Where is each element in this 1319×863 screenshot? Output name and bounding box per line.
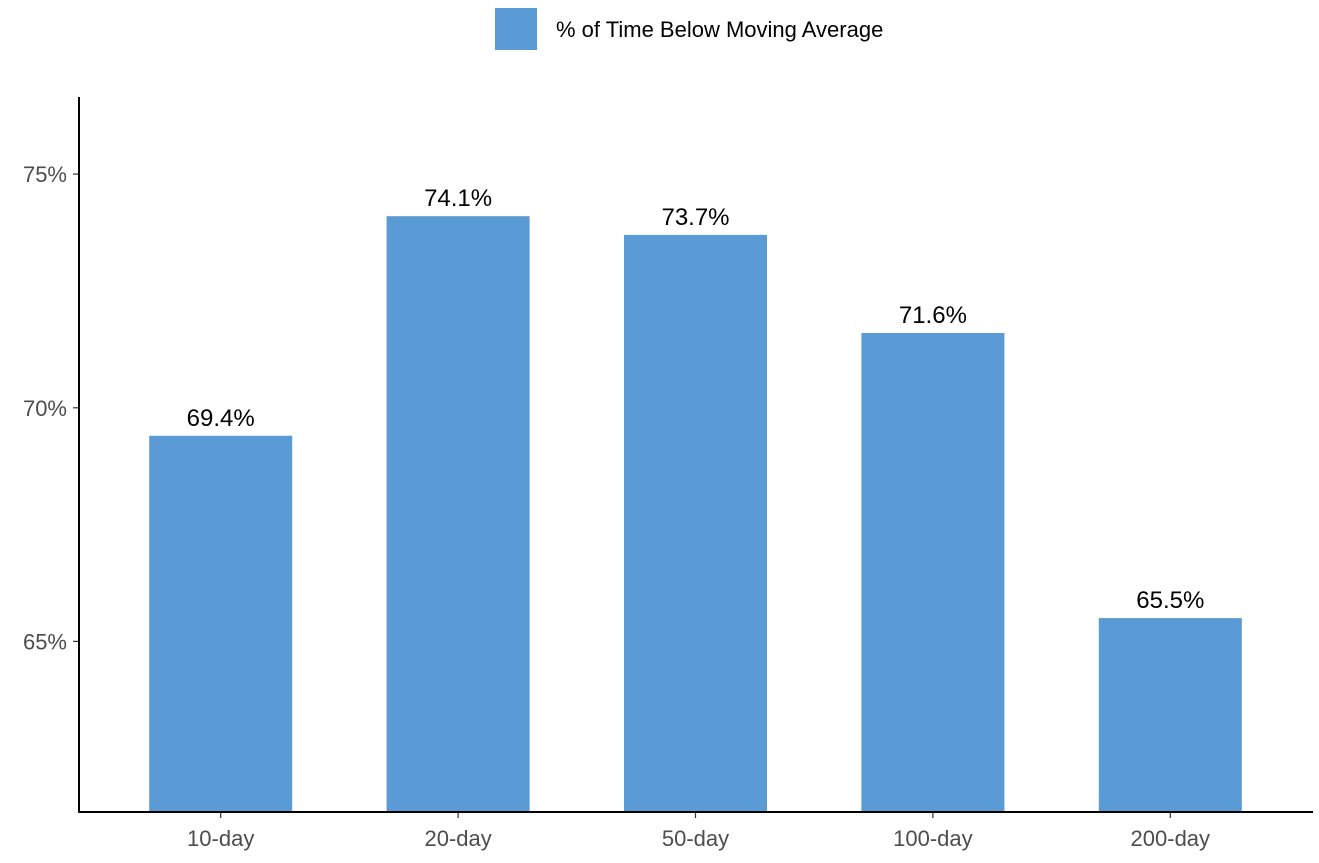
bar [1098, 618, 1242, 812]
x-tick-label: 10-day [187, 826, 254, 851]
y-tick-label: 75% [23, 162, 67, 187]
x-tick-label: 200-day [1131, 826, 1211, 851]
legend: % of Time Below Moving Average [495, 8, 883, 50]
bar [149, 435, 293, 812]
bar [624, 234, 767, 812]
y-tick-label: 65% [23, 629, 67, 654]
data-label: 71.6% [899, 302, 967, 329]
data-label: 65.5% [1136, 587, 1204, 614]
legend-swatch [495, 8, 537, 50]
x-tick-label: 50-day [662, 826, 729, 851]
data-label: 69.4% [187, 405, 255, 432]
legend-label: % of Time Below Moving Average [556, 17, 883, 42]
plot-area: 69.4% 10-day 74.1% 20-day 73.7% 50-day 71.6% 10… [23, 97, 1313, 851]
x-tick-label: 20-day [424, 826, 491, 851]
y-tick-label: 70% [23, 396, 67, 421]
x-tick-label: 100-day [893, 826, 973, 851]
data-label: 73.7% [661, 204, 729, 231]
bar [861, 333, 1005, 812]
data-label: 74.1% [424, 185, 492, 212]
bar [386, 216, 530, 812]
